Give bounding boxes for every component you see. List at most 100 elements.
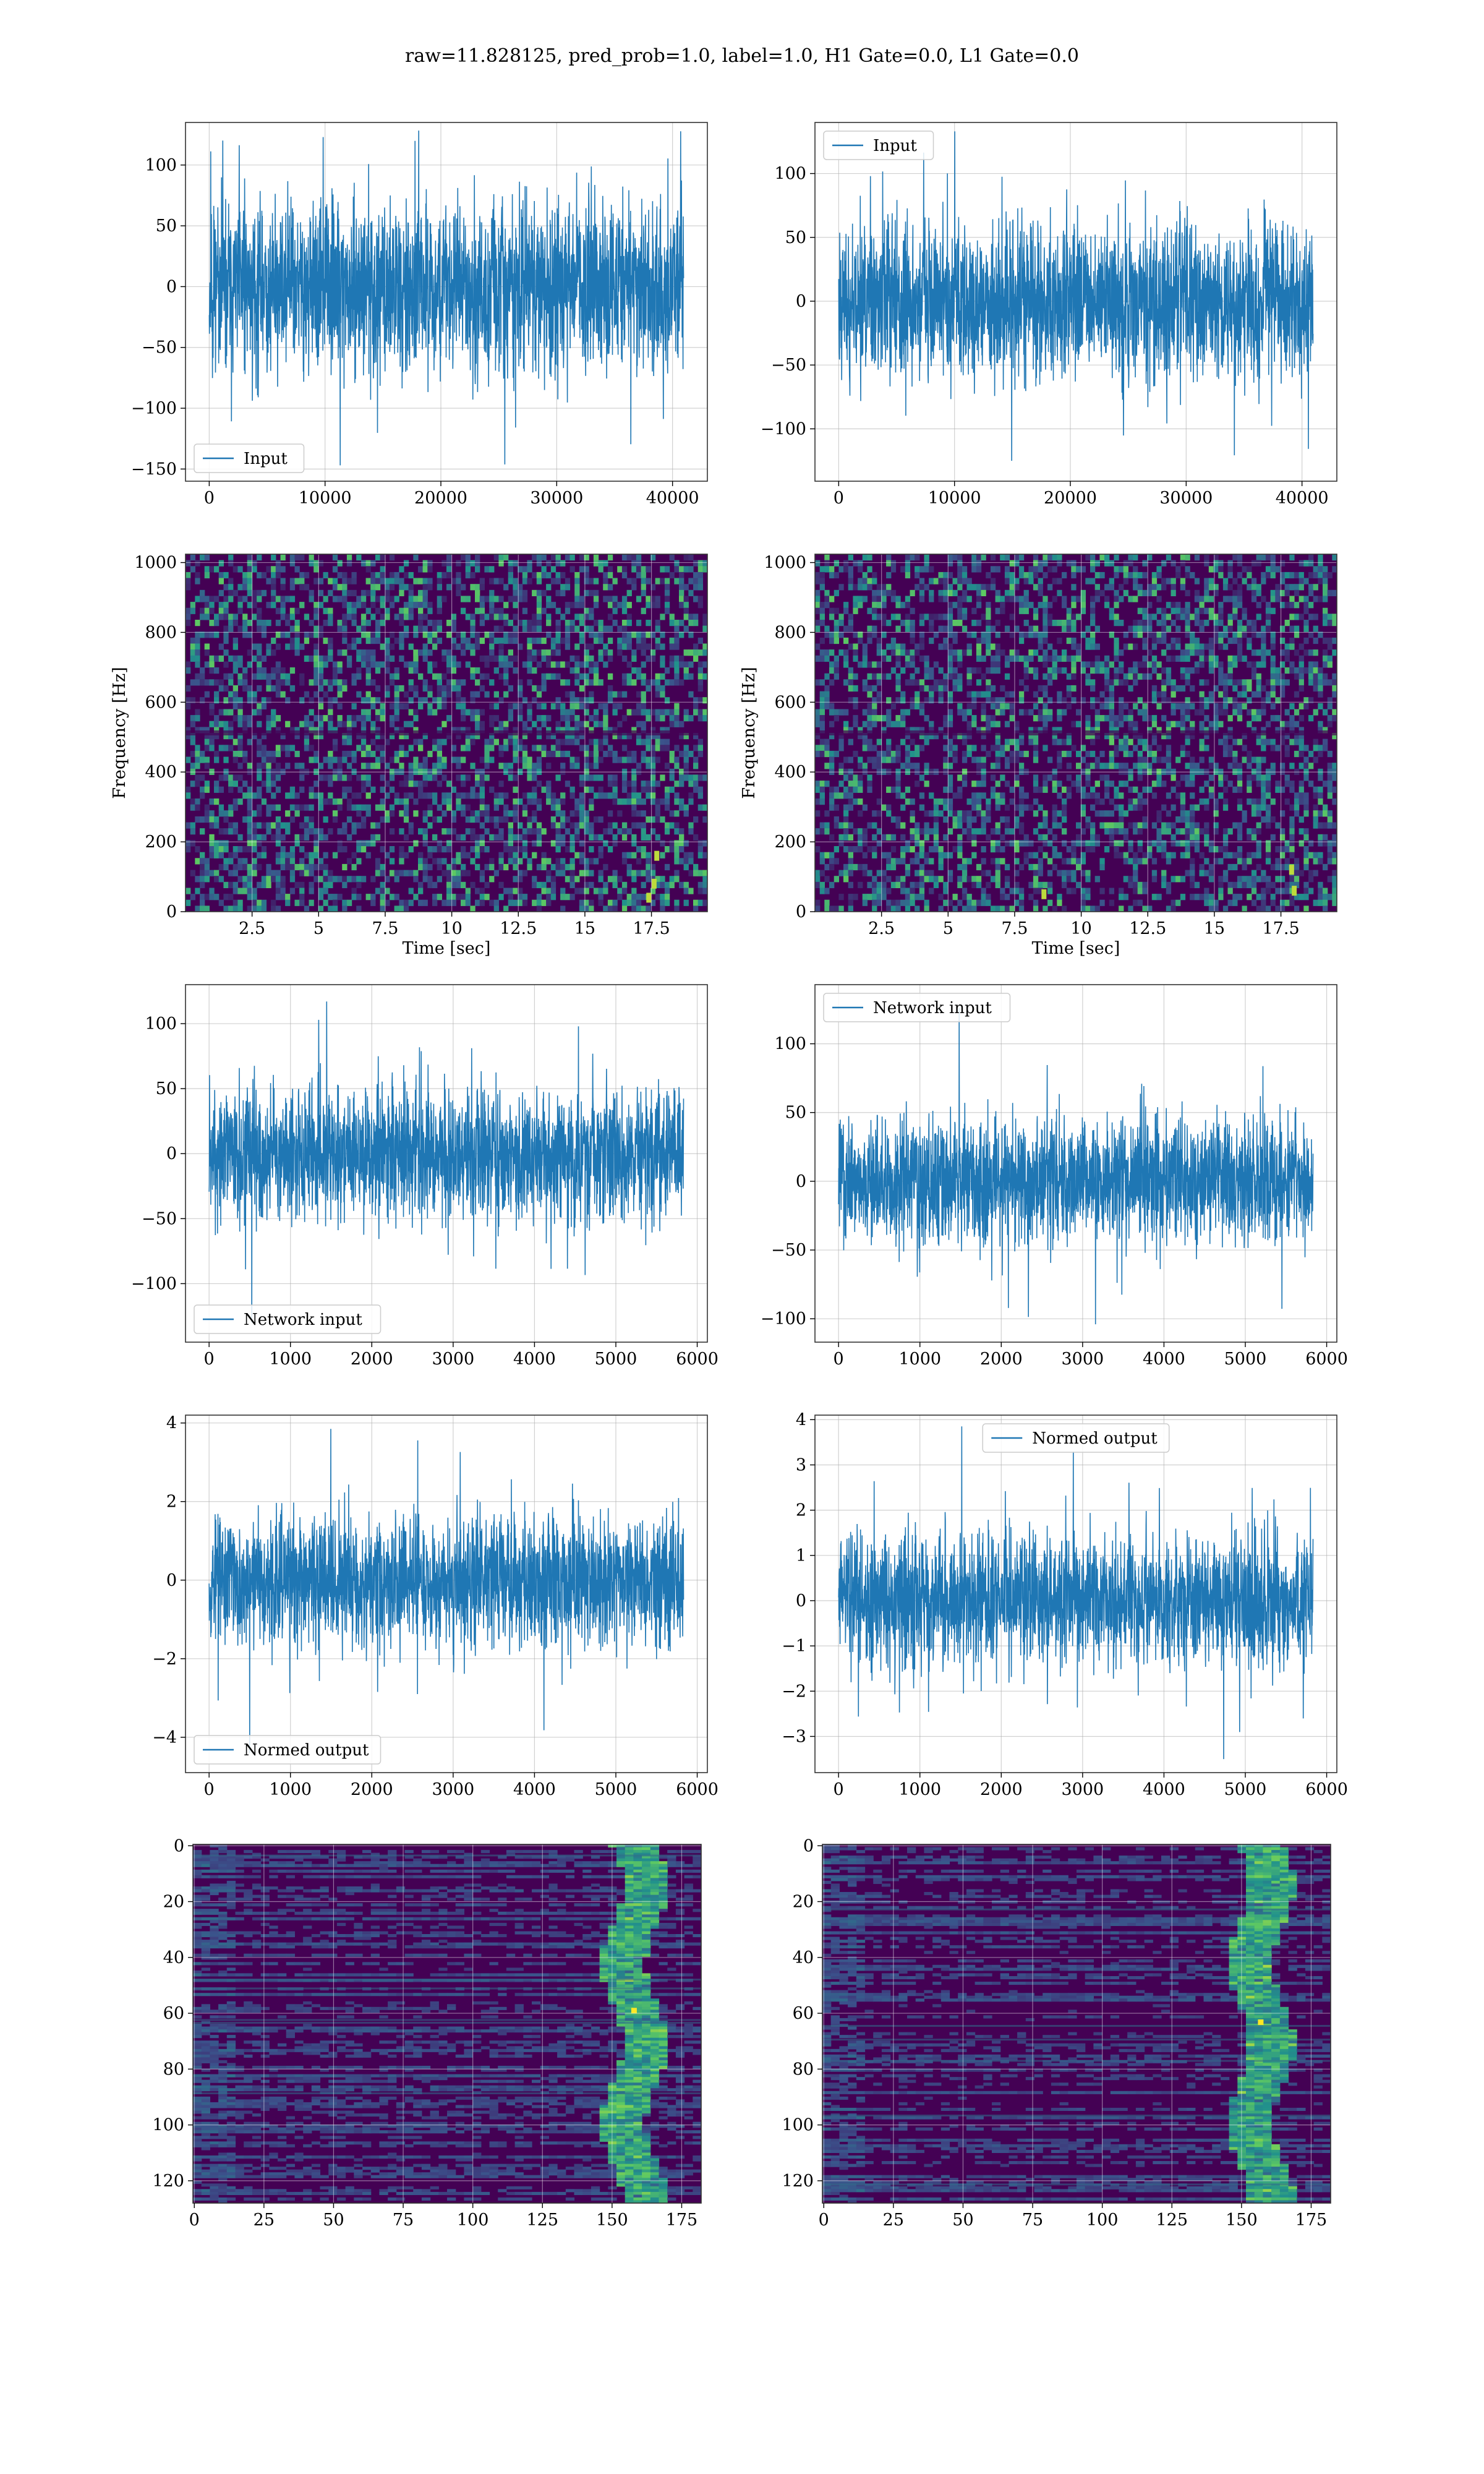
heatmap-cell [456, 756, 461, 763]
heatmap-cell [1256, 631, 1261, 638]
heatmap-cell [702, 614, 707, 620]
heatmap-cell [1294, 667, 1300, 674]
heatmap-cell [569, 691, 575, 698]
heatmap-cell [522, 840, 528, 847]
heatmap-cell [1043, 715, 1048, 722]
heatmap-cell [204, 661, 210, 668]
heatmap-cell [693, 643, 699, 650]
heatmap-cell [271, 571, 276, 579]
heatmap-cell [1294, 571, 1300, 579]
heatmap-cell [304, 768, 310, 775]
heatmap-cell [1175, 637, 1181, 644]
heatmap-cell [650, 899, 656, 906]
heatmap-cell [289, 643, 296, 650]
heatmap-cell [683, 852, 689, 858]
heatmap-cell [465, 661, 471, 668]
heatmap-cell [621, 798, 628, 805]
heatmap-cell [422, 876, 428, 883]
heatmap-cell [271, 554, 276, 561]
heatmap-cell [895, 661, 901, 668]
heatmap-cell [252, 602, 257, 609]
heatmap-cell [418, 863, 424, 871]
heatmap-cell [612, 822, 618, 829]
heatmap-cell [427, 768, 433, 775]
heatmap-cell [503, 804, 509, 811]
heatmap-cell [1275, 697, 1281, 704]
heatmap-cell [461, 596, 466, 602]
heatmap-cell [579, 721, 585, 727]
heatmap-cell [1208, 578, 1214, 584]
heatmap-cell [1119, 697, 1124, 704]
heatmap-cell [1237, 596, 1243, 602]
heatmap-cell [518, 768, 523, 775]
heatmap-cell [1270, 560, 1276, 567]
heatmap-cell [394, 756, 399, 763]
heatmap-cell [304, 614, 310, 620]
heatmap-cell [650, 584, 656, 591]
heatmap-cell [641, 798, 646, 805]
heatmap-cell [503, 721, 509, 727]
heatmap-cell [593, 661, 599, 668]
heatmap-cell [1094, 625, 1100, 632]
heatmap-cell [947, 738, 953, 745]
heatmap-cell [261, 899, 267, 906]
heatmap-cell [1166, 554, 1172, 561]
heatmap-cell [900, 566, 906, 573]
heatmap-cell [261, 781, 267, 787]
heatmap-cell [693, 697, 699, 704]
heatmap-cell [242, 631, 248, 638]
heatmap-cell [1222, 691, 1229, 698]
heatmap-cell [228, 810, 234, 817]
heatmap-cell [257, 673, 262, 680]
heatmap-cell [370, 661, 376, 668]
heatmap-cell [266, 881, 271, 888]
heatmap-cell [489, 643, 495, 650]
heatmap-cell [664, 709, 670, 716]
heatmap-cell [1166, 655, 1172, 662]
heatmap-cell [518, 685, 523, 692]
heatmap-cell [365, 709, 371, 716]
heatmap-cell [518, 679, 523, 686]
heatmap-cell [408, 763, 414, 769]
heatmap-cell [394, 876, 399, 883]
heatmap-cell [351, 792, 357, 799]
heatmap-cell [1208, 649, 1214, 656]
heatmap-cell [527, 637, 532, 644]
heatmap-cell [441, 685, 447, 692]
heatmap-cell [186, 607, 191, 614]
heatmap-cell [200, 881, 205, 888]
heatmap-cell [346, 876, 352, 883]
heatmap-cell [1090, 727, 1096, 734]
heatmap-cell [508, 834, 513, 841]
heatmap-cell [546, 620, 552, 627]
heatmap-cell [848, 554, 853, 561]
heatmap-cell [621, 715, 628, 722]
heatmap-cell [190, 763, 195, 769]
heatmap-cell [641, 822, 646, 829]
heatmap-cell [351, 571, 357, 579]
heatmap-cell [1114, 745, 1119, 751]
heatmap-cell [1047, 643, 1053, 650]
heatmap-cell [641, 738, 646, 745]
heatmap-cell [1227, 596, 1233, 602]
heatmap-cell [1114, 750, 1119, 758]
heatmap-cell [990, 667, 996, 674]
heatmap-cell [1327, 614, 1333, 620]
heatmap-cell [876, 679, 882, 686]
heatmap-cell [399, 727, 404, 734]
heatmap-cell [289, 852, 296, 858]
heatmap-cell [422, 863, 428, 871]
heatmap-cell [1151, 661, 1158, 668]
heatmap-cell [513, 804, 518, 811]
heatmap-cell [607, 697, 613, 704]
heatmap-cell [1323, 655, 1328, 662]
heatmap-cell [342, 881, 348, 888]
heatmap-cell [1004, 673, 1010, 680]
heatmap-cell [247, 602, 252, 609]
heatmap-cell [275, 804, 281, 811]
heatmap-cell [660, 655, 665, 662]
heatmap-cell [612, 733, 618, 740]
heatmap-cell [981, 733, 986, 740]
heatmap-cell [550, 881, 556, 888]
heatmap-cell [1298, 571, 1304, 579]
